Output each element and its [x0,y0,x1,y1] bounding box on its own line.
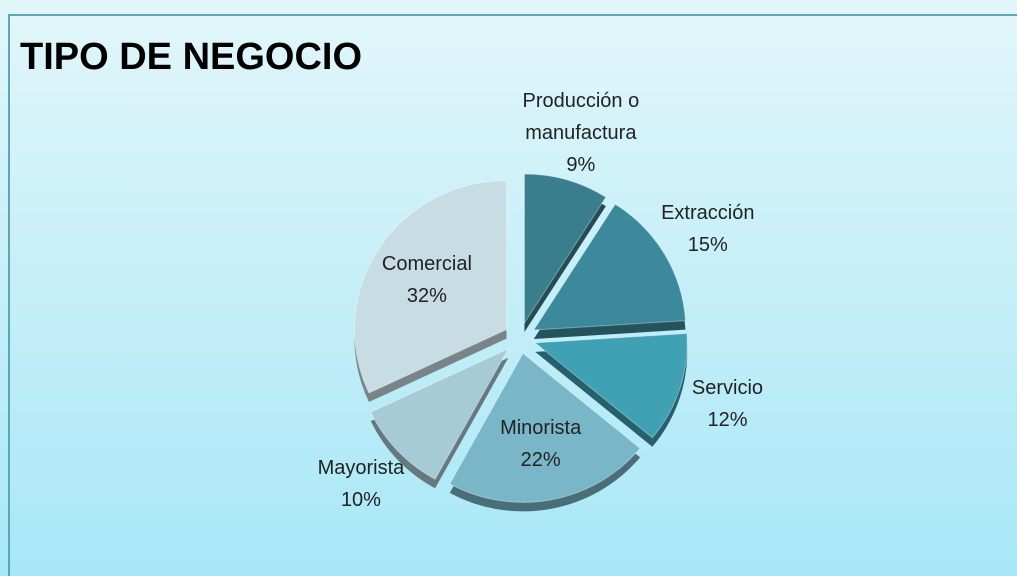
value-label: 10% [340,489,381,512]
category-label: Minorista [500,417,582,440]
slice-label: Minorista 22% [456,412,626,476]
slice-label: Comercial 32% [342,248,512,312]
slice [532,203,687,331]
value-label: 12% [707,409,748,432]
slice-label: Servicio 12% [642,372,812,436]
category-label: Producción o manufactura [522,89,640,144]
slice [354,180,507,394]
slice [370,347,510,480]
slice-label: Extracción 15% [623,197,793,261]
slice [449,352,641,503]
value-label: 9% [566,153,596,176]
category-label: Comercial [381,253,472,276]
value-label: 32% [406,285,447,308]
frame [8,14,1017,576]
value-label: 15% [687,234,728,257]
chart-title: TIPO DE NEGOCIO [20,36,363,78]
category-label: Servicio [691,377,764,400]
slice [523,173,607,325]
category-label: Extracción [661,202,755,225]
value-label: 22% [520,449,561,472]
slice-label: Producción o manufactura 9% [496,85,666,181]
slice-label: Mayorista 10% [276,452,446,516]
category-label: Mayorista [317,457,405,480]
slice [533,332,688,439]
